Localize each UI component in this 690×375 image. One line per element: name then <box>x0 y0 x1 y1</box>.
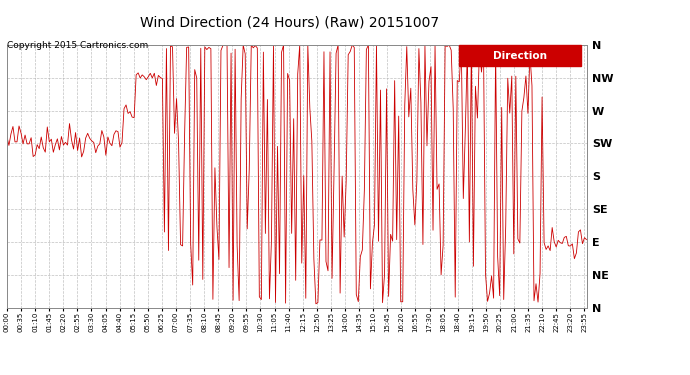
Text: Wind Direction (24 Hours) (Raw) 20151007: Wind Direction (24 Hours) (Raw) 20151007 <box>140 15 440 29</box>
Text: Copyright 2015 Cartronics.com: Copyright 2015 Cartronics.com <box>7 41 148 50</box>
FancyBboxPatch shape <box>459 45 581 66</box>
Text: Direction: Direction <box>493 51 547 60</box>
